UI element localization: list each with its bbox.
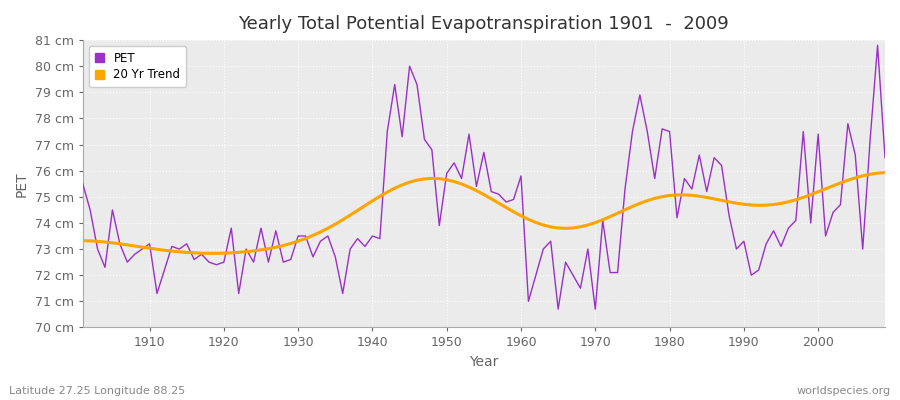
PET	[553, 307, 563, 312]
PET	[77, 181, 88, 186]
20 Yr Trend	[516, 213, 526, 218]
PET	[508, 197, 519, 202]
PET	[345, 247, 356, 252]
20 Yr Trend	[352, 208, 363, 213]
20 Yr Trend	[203, 251, 214, 256]
Legend: PET, 20 Yr Trend: PET, 20 Yr Trend	[88, 46, 186, 87]
20 Yr Trend	[77, 238, 88, 243]
Text: worldspecies.org: worldspecies.org	[796, 386, 891, 396]
PET	[516, 174, 526, 178]
PET	[872, 43, 883, 48]
Line: PET: PET	[83, 45, 885, 309]
Line: 20 Yr Trend: 20 Yr Trend	[83, 172, 885, 253]
PET	[137, 247, 148, 252]
PET	[879, 155, 890, 160]
PET	[612, 270, 623, 275]
20 Yr Trend	[137, 245, 148, 250]
20 Yr Trend	[612, 211, 623, 216]
Y-axis label: PET: PET	[15, 171, 29, 196]
Title: Yearly Total Potential Evapotranspiration 1901  -  2009: Yearly Total Potential Evapotranspiratio…	[238, 15, 729, 33]
20 Yr Trend	[523, 217, 534, 222]
20 Yr Trend	[308, 233, 319, 238]
20 Yr Trend	[879, 170, 890, 175]
Text: Latitude 27.25 Longitude 88.25: Latitude 27.25 Longitude 88.25	[9, 386, 185, 396]
X-axis label: Year: Year	[469, 355, 499, 369]
PET	[301, 234, 311, 238]
